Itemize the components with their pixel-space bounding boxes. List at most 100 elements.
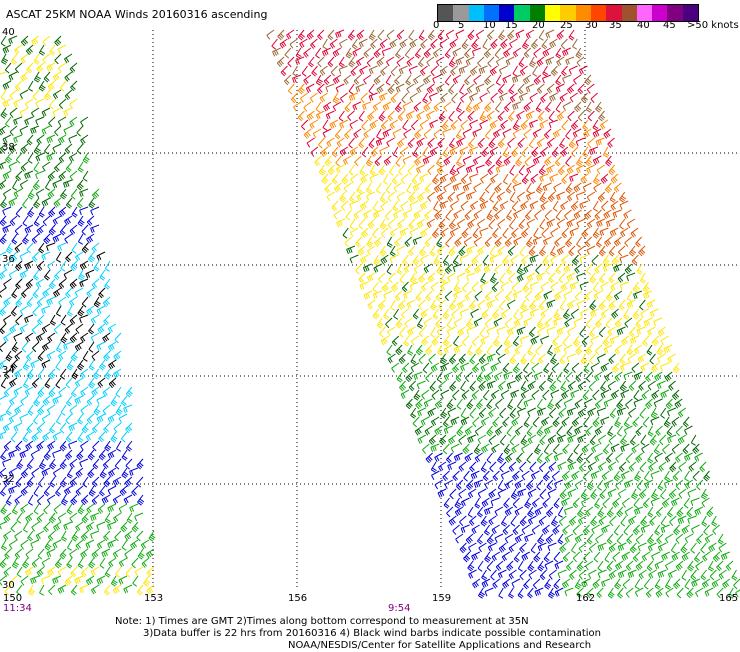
wind-barb	[472, 227, 479, 239]
wind-barb	[110, 395, 118, 407]
wind-barb	[620, 470, 630, 480]
wind-barb	[469, 515, 477, 526]
wind-barb	[586, 479, 595, 491]
wind-barb	[536, 56, 545, 67]
wind-barb	[408, 191, 416, 203]
wind-barb	[534, 587, 544, 597]
wind-barb	[487, 29, 495, 41]
wind-barb	[623, 479, 633, 489]
wind-barb	[558, 272, 566, 284]
wind-barb	[551, 470, 560, 481]
wind-barb	[707, 560, 715, 572]
wind-barb	[315, 74, 323, 86]
wind-barb	[9, 143, 18, 154]
wind-barb	[146, 566, 155, 577]
wind-barb	[442, 470, 450, 482]
wind-barb	[671, 551, 681, 562]
wind-barb	[547, 434, 557, 445]
wind-barb	[86, 395, 95, 406]
wind-barb	[9, 575, 18, 587]
wind-barb	[597, 506, 605, 518]
wind-barb	[512, 524, 520, 536]
wind-barb	[467, 560, 475, 572]
wind-barb	[548, 110, 555, 122]
wind-barb	[70, 350, 78, 362]
wind-barb	[539, 245, 547, 257]
wind-barb	[69, 512, 78, 523]
wind-barb	[96, 521, 106, 531]
wind-barb	[582, 119, 589, 131]
wind-barb	[559, 353, 566, 365]
colorbar-segment	[514, 5, 530, 21]
wind-barb	[420, 254, 429, 265]
wind-barb	[543, 425, 553, 435]
wind-barb	[606, 560, 614, 572]
wind-barb	[567, 461, 577, 471]
wind-barb	[442, 335, 450, 347]
wind-barb	[585, 317, 593, 329]
wind-barb	[673, 578, 681, 590]
wind-barb	[455, 56, 465, 66]
wind-barb	[576, 560, 584, 572]
colorbar-segment	[529, 5, 546, 21]
wind-barb	[3, 440, 12, 452]
wind-barb	[592, 128, 602, 138]
wind-barb	[284, 74, 292, 86]
wind-barb	[583, 551, 591, 563]
wind-barb	[427, 407, 437, 417]
wind-barb	[433, 128, 442, 139]
wind-barb	[399, 272, 406, 284]
wind-barb	[402, 209, 412, 219]
wind-barb	[462, 155, 472, 165]
wind-barb	[457, 110, 465, 122]
wind-barb	[527, 344, 534, 356]
wind-barb	[559, 299, 566, 311]
wind-barb	[26, 350, 34, 362]
wind-barb	[462, 281, 469, 293]
wind-barb	[31, 431, 40, 442]
wind-barb	[592, 578, 601, 589]
wind-barb	[585, 506, 594, 517]
wind-barb	[412, 416, 420, 428]
wind-barb	[578, 461, 587, 473]
wind-barb	[403, 128, 412, 139]
wind-barb	[31, 521, 40, 532]
wind-barb	[506, 326, 516, 336]
wind-barb	[647, 542, 657, 552]
wind-barb	[649, 308, 659, 318]
wind-barb	[361, 119, 369, 131]
wind-barb	[592, 173, 600, 185]
wind-barb	[601, 578, 611, 588]
wind-barb	[586, 245, 596, 255]
wind-barb	[467, 110, 475, 122]
wind-barb	[571, 416, 580, 427]
wind-barb	[664, 578, 671, 590]
wind-barb	[0, 233, 7, 245]
wind-barb	[27, 404, 34, 416]
wind-barb	[77, 233, 84, 245]
wind-barb	[379, 146, 389, 156]
wind-barb	[445, 236, 452, 248]
wind-barb	[19, 251, 29, 261]
wind-barb	[402, 155, 412, 165]
wind-barb	[61, 530, 68, 542]
wind-barb	[271, 38, 278, 50]
wind-barb	[44, 269, 51, 281]
wind-barb	[119, 485, 128, 496]
wind-barb	[626, 533, 634, 545]
wind-barb	[499, 200, 509, 211]
wind-barb	[667, 569, 677, 579]
wind-barb	[9, 107, 18, 118]
wind-barb	[521, 146, 529, 158]
wind-barb	[436, 191, 446, 202]
wind-barb	[104, 260, 111, 272]
wind-barb	[589, 299, 597, 311]
wind-barb	[615, 452, 623, 463]
wind-barb	[77, 305, 85, 317]
wind-barb	[81, 494, 89, 506]
wind-barb	[458, 461, 467, 472]
wind-barb	[69, 404, 78, 415]
wind-barb	[508, 569, 517, 580]
wind-barb	[504, 479, 514, 490]
wind-barb	[43, 503, 51, 515]
